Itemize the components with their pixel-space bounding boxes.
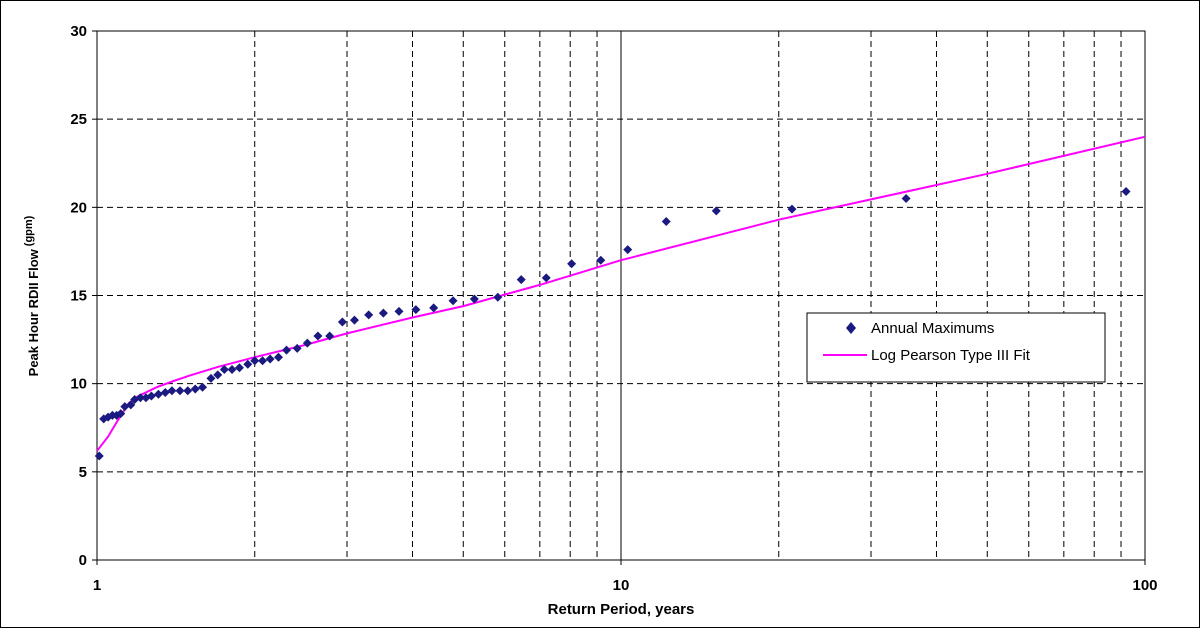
data-point [234,363,244,373]
data-point [153,389,163,399]
data-point [411,305,421,315]
data-point [292,343,302,353]
data-point [429,303,439,313]
x-tick-label: 1 [93,577,101,594]
y-axis-unit: (gpm) [23,215,35,246]
x-axis-title: Return Period, years [548,601,695,618]
data-point [94,451,104,461]
data-point [160,387,170,397]
y-tick-label: 10 [70,376,87,393]
y-tick-label: 5 [79,464,87,481]
data-point [623,245,633,255]
data-point [258,356,268,366]
data-point [243,359,253,369]
legend-label-annual-maximums: Annual Maximums [871,320,994,337]
data-point [313,331,323,341]
legend-label-fit: Log Pearson Type III Fit [871,347,1031,364]
grid [97,31,1145,560]
data-point [337,317,347,327]
data-point [493,292,503,302]
y-tick-label: 0 [79,552,87,569]
tick-labels: 0 5 10 15 20 25 30 1 10 100 [70,23,1157,594]
data-point [183,386,193,396]
y-tick-label: 25 [70,111,87,128]
data-point [661,216,671,226]
x-tick-label: 100 [1132,577,1157,594]
data-point [1121,186,1131,196]
data-point [349,315,359,325]
data-point [206,373,216,383]
data-point [394,306,404,316]
data-point [167,386,177,396]
data-point [901,194,911,204]
data-point [116,409,126,419]
data-point [787,204,797,214]
legend-diamond-marker [846,322,856,334]
data-point [126,400,136,410]
data-point [120,402,130,412]
data-point [469,294,479,304]
data-point [213,370,223,380]
data-point [175,386,185,396]
data-point [265,354,275,364]
data-point [596,255,606,265]
data-point [282,345,292,355]
data-point [378,308,388,318]
data-point [198,382,208,392]
data-point [541,273,551,283]
y-axis-title: Peak Hour RDII Flow [26,248,41,376]
data-point [219,365,229,375]
x-tick-label: 10 [613,577,630,594]
y-tick-label: 20 [70,199,87,216]
legend: Annual Maximums Log Pearson Type III Fit [806,312,1106,383]
data-point [448,296,458,306]
data-point [190,384,200,394]
data-point [250,356,260,366]
data-point [227,365,237,375]
legend-box [806,312,1106,383]
data-point [364,310,374,320]
data-points [94,186,1131,461]
data-point [146,391,156,401]
data-point [135,393,145,403]
data-point [273,352,283,362]
data-point [516,275,526,285]
data-point [302,338,312,348]
y-tick-label: 15 [70,288,87,305]
y-axis-title-group: Peak Hour RDII Flow (gpm) [23,215,41,376]
data-point [711,206,721,216]
y-tick-label: 30 [70,23,87,40]
svg-text:Peak Hour RDII Flow(gpm): Peak Hour RDII Flow (gpm) [23,215,41,376]
data-point [325,331,335,341]
data-point [567,259,577,269]
